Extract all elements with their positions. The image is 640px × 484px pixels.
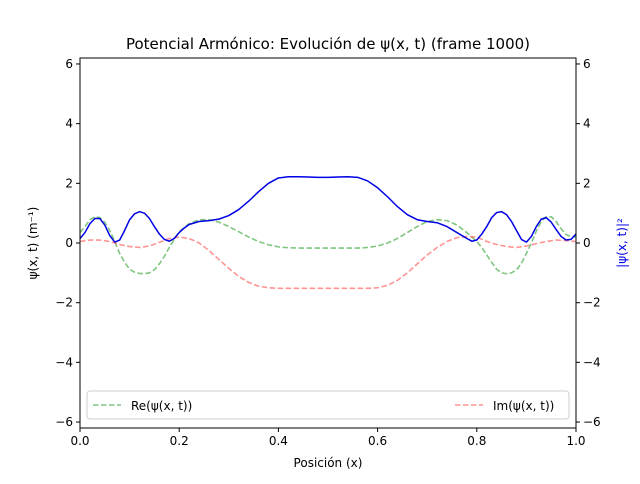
x-tick-label: 0.6	[368, 434, 387, 448]
y-tick-label-left: −6	[55, 415, 73, 429]
y-tick-label-left: −4	[55, 355, 73, 369]
y-tick-label-right: −2	[583, 296, 601, 310]
x-tick-label: 0.8	[467, 434, 486, 448]
legend-label-re: Re(ψ(x, t))	[131, 399, 192, 413]
y-axis-label-right: |ψ(x, t)|²	[615, 218, 629, 268]
chart-title: Potencial Armónico: Evolución de ψ(x, t)…	[126, 35, 530, 53]
axes-frame	[79, 57, 577, 429]
y-tick-label-right: −4	[583, 355, 601, 369]
x-tick-label: 0.0	[70, 434, 89, 448]
x-tick-label: 0.2	[170, 434, 189, 448]
y-tick-label-left: −2	[55, 296, 73, 310]
y-axis-label-left: ψ(x, t) (m⁻¹)	[26, 207, 40, 280]
x-tick-label: 0.4	[269, 434, 288, 448]
y-tick-label-left: 2	[65, 176, 73, 190]
series-line-0	[79, 215, 577, 275]
series-line-2	[79, 176, 577, 243]
legend-label-im: Im(ψ(x, t))	[493, 399, 554, 413]
y-tick-label-right: 4	[583, 117, 591, 131]
y-tick-label-left: 6	[65, 57, 73, 71]
x-tick-label: 1.0	[566, 434, 585, 448]
y-tick-label-left: 0	[65, 236, 73, 250]
y-tick-label-right: 0	[583, 236, 591, 250]
legend: Re(ψ(x, t)) Im(ψ(x, t))	[86, 390, 570, 420]
plot-area	[79, 176, 577, 290]
axes-ticks: 0.0 0.2 0.4 0.6 0.8 1.0 −6 −6 −4 −4 −2 −2 0 0 2 2 4 4 6 6	[55, 57, 600, 448]
y-tick-label-left: 4	[65, 117, 73, 131]
y-tick-label-right: 2	[583, 176, 591, 190]
y-tick-label-right: 6	[583, 57, 591, 71]
y-tick-label-right: −6	[583, 415, 601, 429]
series-line-1	[79, 235, 577, 290]
x-axis-label: Posición (x)	[294, 456, 363, 470]
legend-frame	[86, 390, 570, 420]
